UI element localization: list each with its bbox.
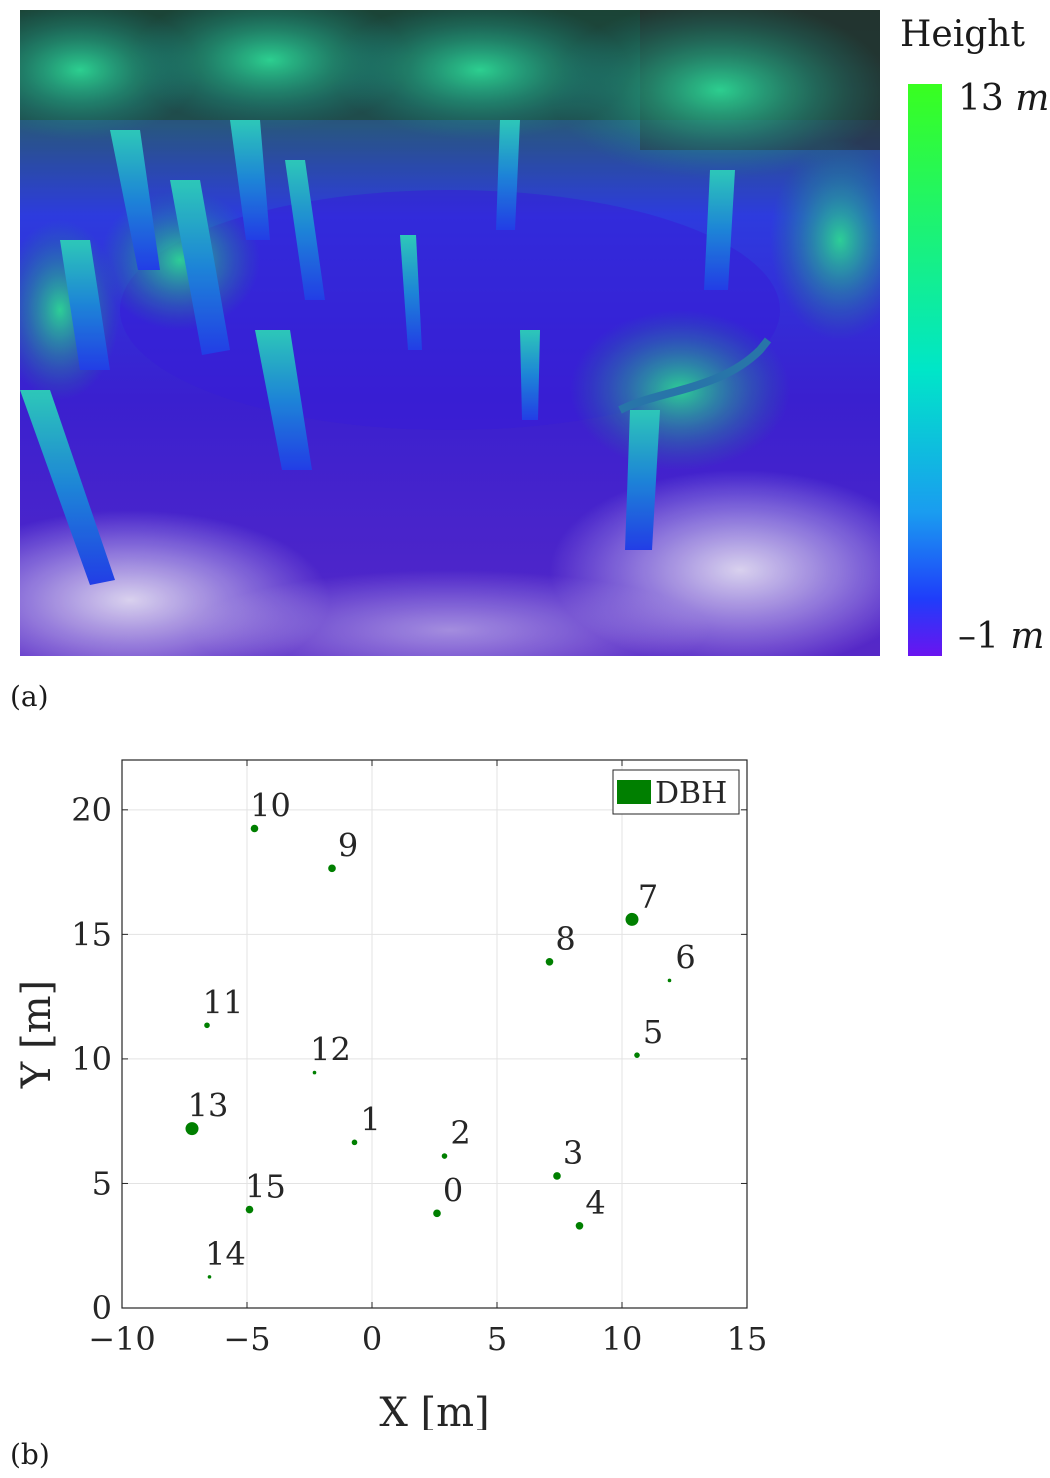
- tree-point-label: 7: [638, 877, 658, 915]
- tree-point: [553, 1172, 561, 1180]
- legend-entry: DBH: [655, 776, 727, 811]
- tree-point-label: 12: [310, 1031, 351, 1069]
- tree-point-label: 0: [443, 1171, 463, 1209]
- tree-point: [575, 1222, 584, 1230]
- x-tick-label: −5: [223, 1320, 270, 1358]
- tree-point-label: 11: [203, 983, 244, 1021]
- colorbar-min-label: –1 m: [958, 616, 1045, 657]
- tree-point: [625, 912, 639, 926]
- y-tick-label: 15: [71, 915, 112, 953]
- tree-point: [245, 1205, 254, 1214]
- height-colorbar: [908, 84, 942, 656]
- tree-point-label: 13: [188, 1087, 229, 1125]
- point-cloud-image: [20, 10, 880, 656]
- tree-point: [185, 1122, 199, 1136]
- tree-point: [667, 978, 672, 983]
- colorbar-max-label: 13 m: [958, 78, 1050, 119]
- y-tick-label: 10: [71, 1040, 112, 1078]
- colorbar-title: Height: [900, 14, 1025, 55]
- legend-swatch: [617, 780, 651, 804]
- tree-point-label: 9: [338, 826, 358, 864]
- tree-point-label: 6: [675, 938, 695, 976]
- tree-point-label: 8: [555, 920, 575, 958]
- tree-point: [328, 864, 336, 873]
- x-tick-label: 5: [487, 1320, 507, 1358]
- x-tick-label: −10: [88, 1320, 156, 1358]
- x-axis-label: X [m]: [379, 1390, 489, 1430]
- tree-point: [312, 1070, 317, 1075]
- tree-point: [250, 824, 259, 833]
- tree-point-label: 1: [360, 1100, 380, 1138]
- y-tick-label: 5: [92, 1164, 112, 1202]
- tree-point: [204, 1022, 210, 1029]
- tree-point: [634, 1052, 640, 1058]
- plot-frame: [121, 759, 748, 1309]
- x-tick-label: 15: [727, 1320, 768, 1358]
- x-tick-label: 0: [362, 1320, 382, 1358]
- tree-point-label: 3: [563, 1134, 583, 1172]
- tree-point: [351, 1139, 358, 1146]
- tree-point: [545, 957, 554, 966]
- tree-point: [207, 1275, 212, 1279]
- tree-point-label: 14: [205, 1235, 246, 1273]
- x-tick-label: 10: [602, 1320, 643, 1358]
- panel-label-b: (b): [10, 1438, 50, 1471]
- tree-point: [433, 1209, 441, 1218]
- panel-label-a: (a): [10, 680, 49, 713]
- y-axis-label: Y [m]: [14, 980, 60, 1089]
- tree-point-label: 2: [450, 1114, 470, 1152]
- y-tick-label: 20: [71, 791, 112, 829]
- tree-point-label: 5: [643, 1013, 663, 1051]
- tree-point: [441, 1153, 448, 1159]
- tree-point-label: 10: [250, 787, 291, 825]
- tree-point-label: 4: [585, 1184, 605, 1222]
- y-tick-label: 0: [92, 1289, 112, 1327]
- tree-point-label: 15: [245, 1168, 286, 1206]
